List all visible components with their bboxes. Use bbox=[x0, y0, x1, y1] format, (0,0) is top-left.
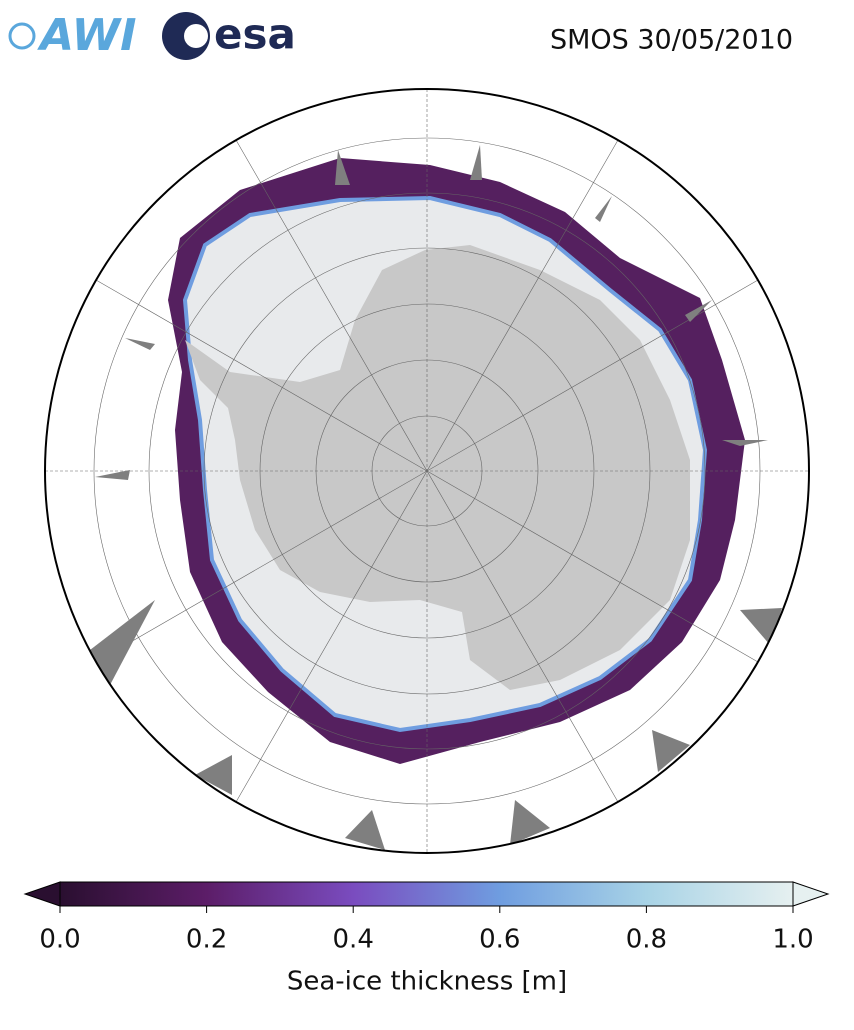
logo-awi: AWI bbox=[37, 10, 137, 61]
colorbar-tick-label: 0.2 bbox=[186, 925, 227, 955]
esa-logo: esa bbox=[162, 10, 296, 60]
colorbar-tick-label: 1.0 bbox=[772, 925, 813, 955]
logo-esa: esa bbox=[214, 10, 296, 59]
map bbox=[45, 89, 809, 853]
extend-high bbox=[792, 881, 830, 907]
logo-icon bbox=[8, 22, 36, 50]
colorbar-tick-label: 0.0 bbox=[39, 925, 80, 955]
colorbar-tick-label: 0.4 bbox=[333, 925, 374, 955]
graticule bbox=[45, 89, 809, 853]
colorbar bbox=[23, 881, 830, 913]
colorbar-gradient bbox=[59, 881, 794, 907]
colorbar-label: Sea-ice thickness [m] bbox=[287, 967, 567, 997]
colorbar-tick-label: 0.6 bbox=[479, 925, 520, 955]
colorbar-tick-label: 0.8 bbox=[626, 925, 667, 955]
extend-low bbox=[23, 881, 61, 907]
awi-logo: AWI bbox=[8, 10, 137, 61]
logo-icon bbox=[184, 24, 208, 48]
antarctica bbox=[185, 245, 690, 690]
map-frame bbox=[44, 88, 810, 854]
map-title: SMOS 30/05/2010 bbox=[550, 25, 793, 56]
